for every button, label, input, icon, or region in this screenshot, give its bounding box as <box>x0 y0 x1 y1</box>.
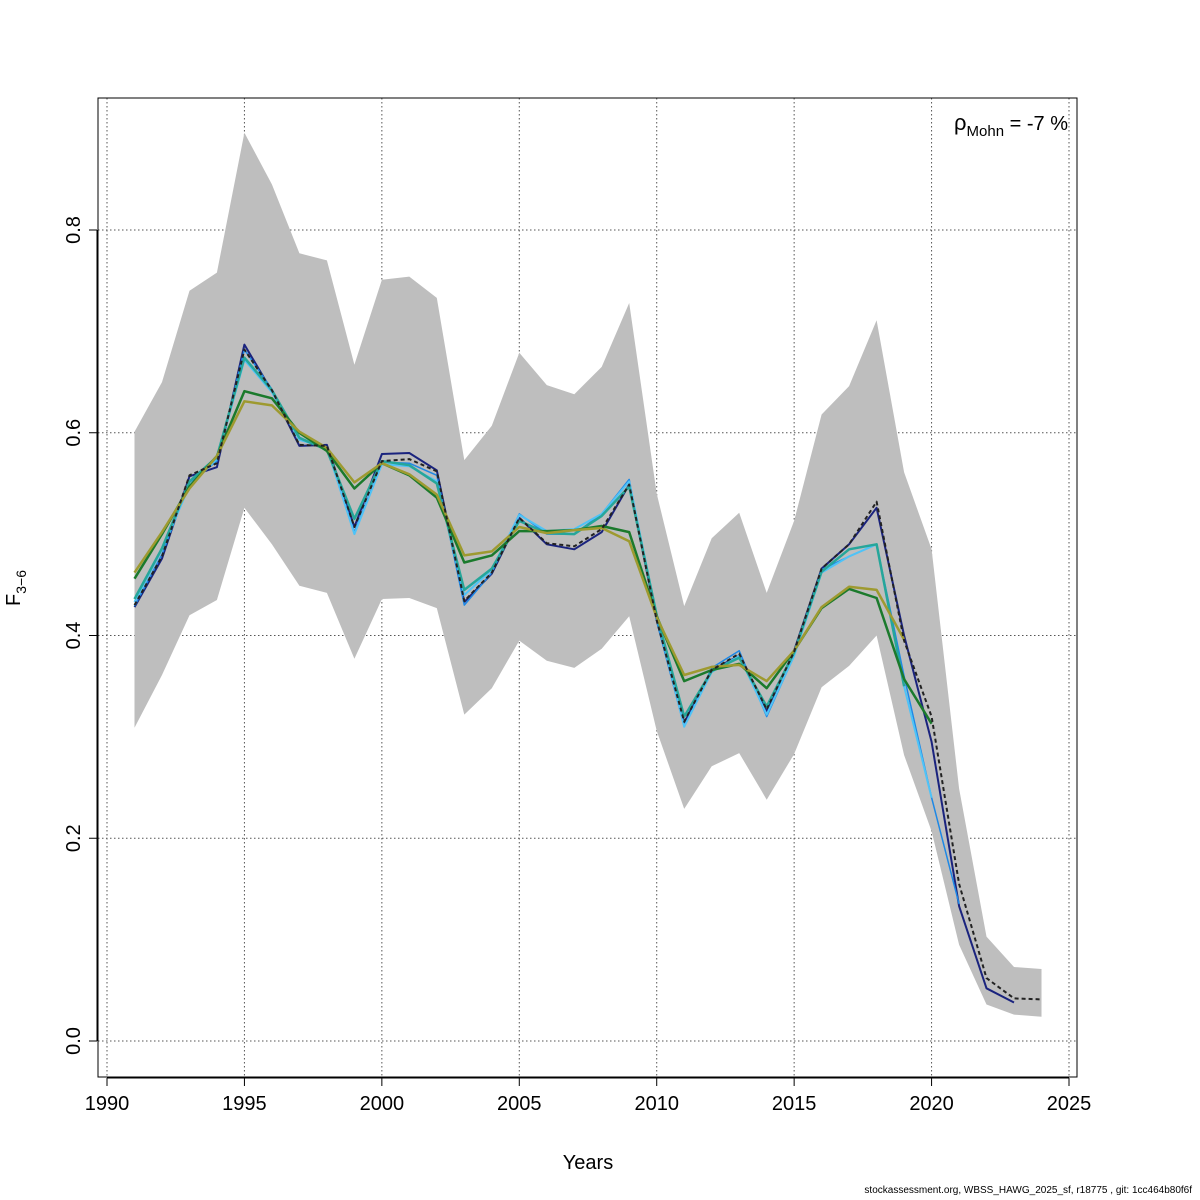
x-tick-label: 2015 <box>772 1093 817 1115</box>
y-axis-label-sub: 3−6 <box>13 570 29 594</box>
confidence-band <box>134 132 1042 1017</box>
rho-subscript: Mohn <box>967 123 1005 140</box>
footer-credit: stockassessment.org, WBSS_HAWG_2025_sf, … <box>864 1185 1192 1196</box>
rho-symbol: ρ <box>954 110 967 135</box>
y-axis: 0.0 0.2 0.4 0.6 0.8 <box>63 216 98 1055</box>
x-tick-label: 2005 <box>497 1093 542 1115</box>
y-axis-label-main: F <box>3 594 25 606</box>
plot-frame <box>97 97 1078 1078</box>
y-tick-label: 0.6 <box>63 419 85 447</box>
y-tick-label: 0.0 <box>63 1027 85 1055</box>
x-axis-label: Years <box>563 1152 613 1174</box>
x-tick-label: 1990 <box>85 1093 130 1115</box>
x-tick-label: 1995 <box>222 1093 267 1115</box>
y-tick-label: 0.4 <box>63 622 85 650</box>
rho-value: = -7 % <box>1004 113 1068 135</box>
x-tick-label: 2000 <box>360 1093 405 1115</box>
x-axis: 1990 1995 2000 2005 2010 2015 2020 2025 <box>85 1077 1092 1115</box>
y-tick-label: 0.2 <box>63 824 85 852</box>
series-line-7 <box>133 348 1042 1001</box>
confidence-band-area <box>134 132 1042 1017</box>
x-tick-label: 2025 <box>1047 1093 1092 1115</box>
series-line-6 <box>133 400 906 683</box>
series-lines <box>133 343 1042 1004</box>
x-tick-label: 2020 <box>909 1093 954 1115</box>
x-tick-label: 2010 <box>634 1093 679 1115</box>
y-axis-label: F3−6 <box>3 570 29 606</box>
y-tick-label: 0.8 <box>63 216 85 244</box>
mohn-rho-annotation: ρMohn = -7 % <box>954 110 1068 140</box>
